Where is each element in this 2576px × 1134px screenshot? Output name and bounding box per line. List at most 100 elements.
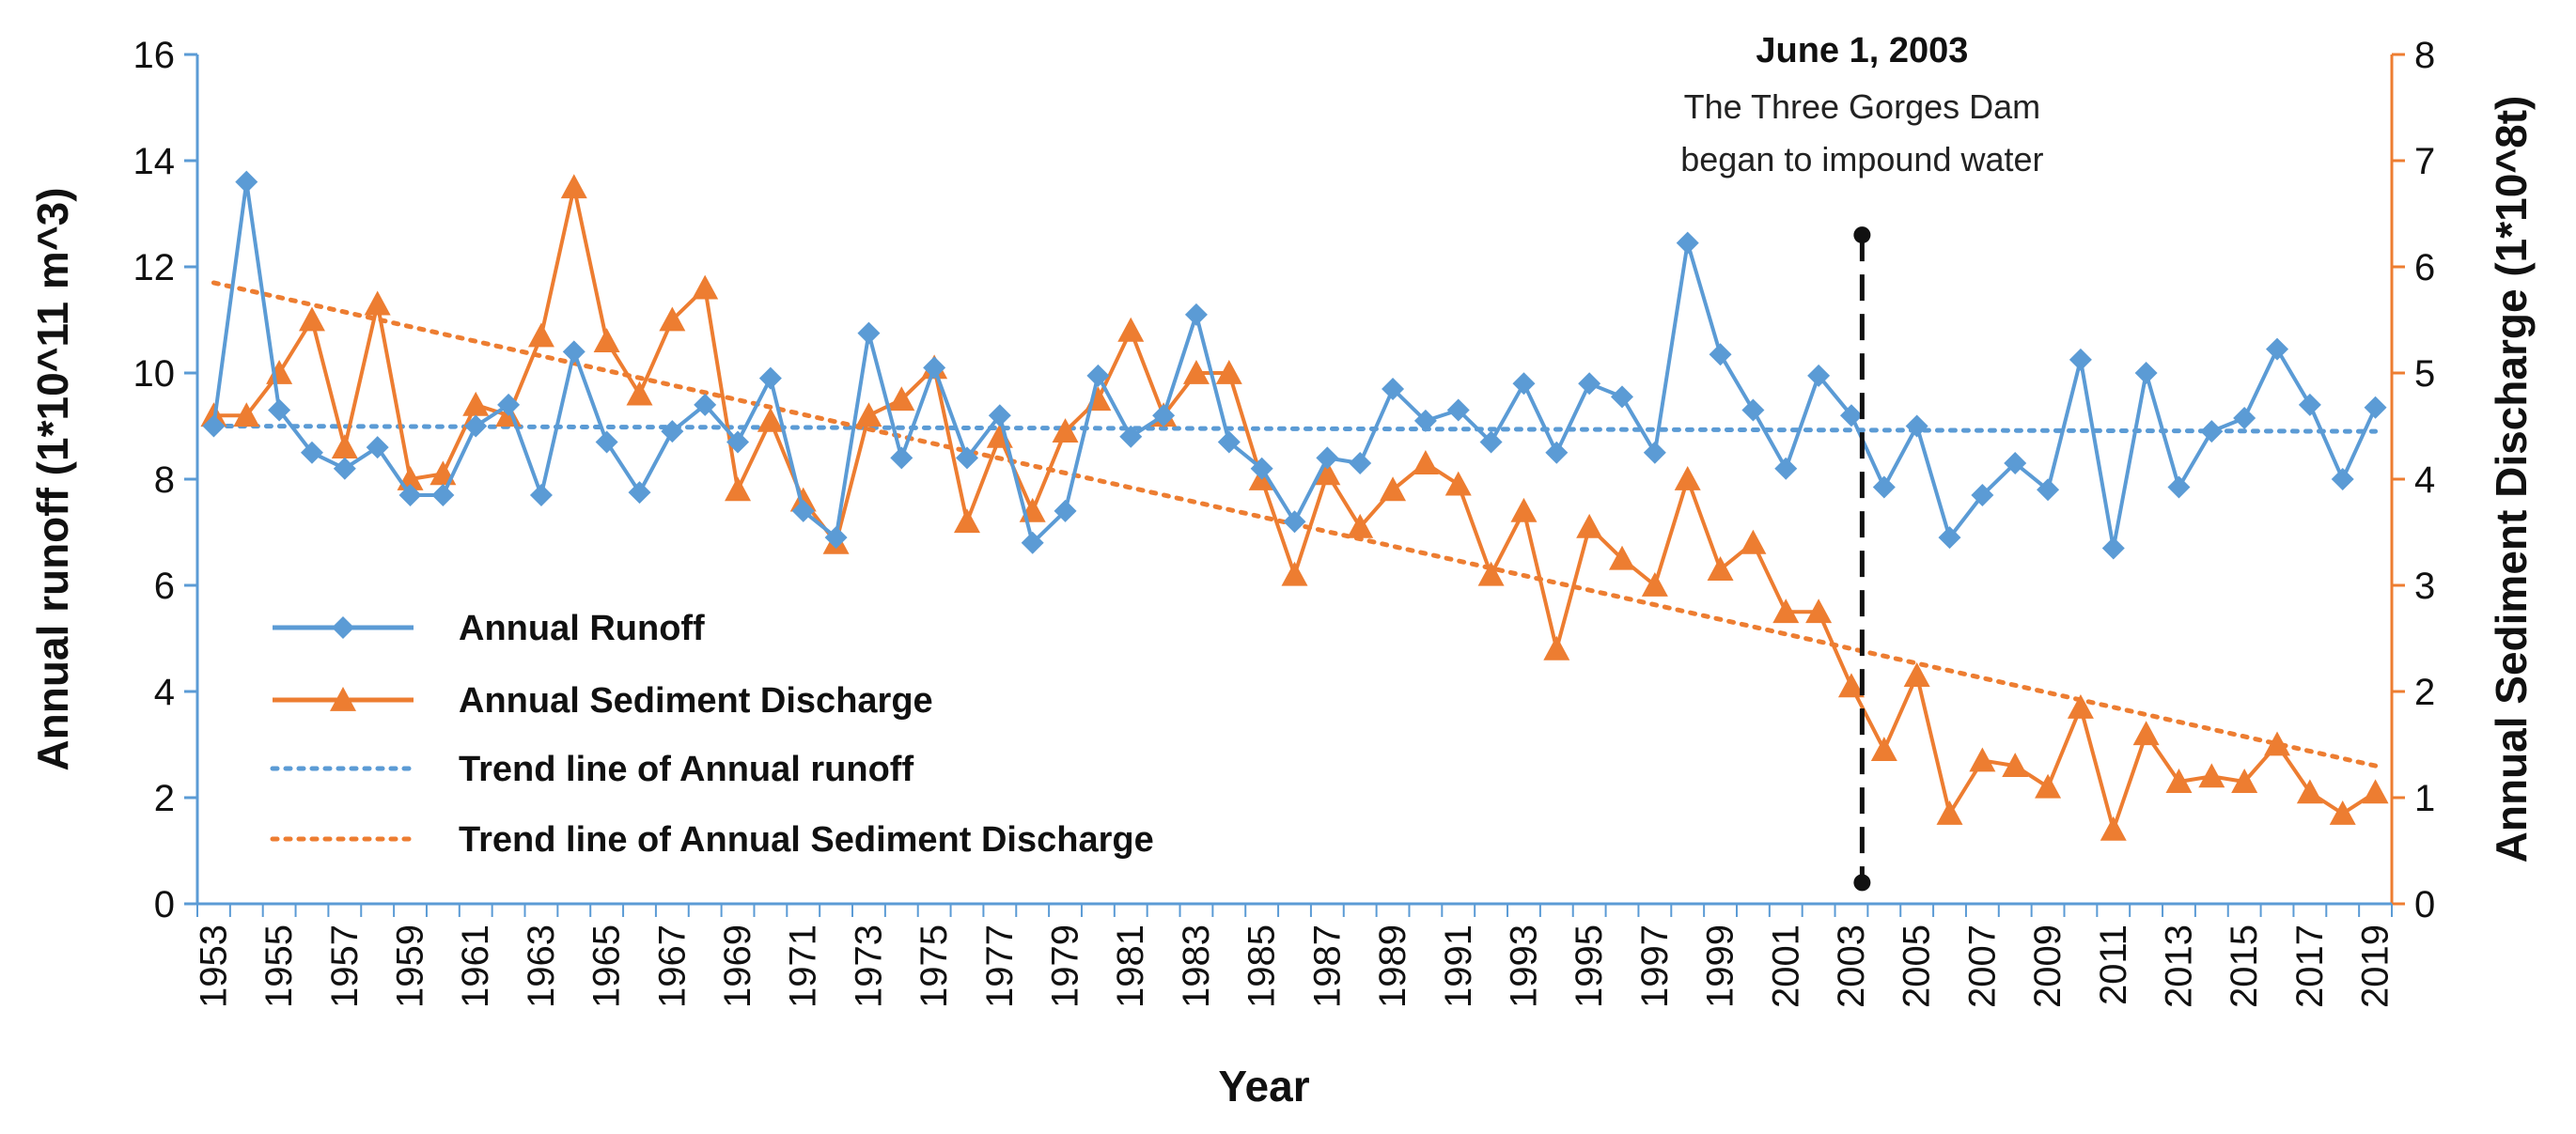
x-tick-label: 1999 [1700, 924, 1741, 1008]
x-tick-label: 1985 [1241, 924, 1283, 1008]
x-tick-label: 1971 [783, 924, 824, 1008]
runoff-point [366, 436, 389, 459]
sediment-point [725, 476, 752, 502]
sediment-point [1347, 513, 1374, 538]
runoff-point [923, 356, 946, 380]
x-tick-label: 1991 [1438, 924, 1479, 1008]
x-tick-label: 2019 [2355, 924, 2396, 1008]
legend-runoff-label: Annual Runoff [459, 609, 705, 648]
runoff-point [1217, 430, 1241, 454]
runoff-point [268, 398, 291, 422]
sediment-point [1609, 545, 1636, 570]
right-y-tick-label: 3 [2414, 566, 2435, 607]
legend-sediment-marker [330, 687, 356, 711]
runoff-point [1676, 231, 1699, 255]
left-y-tick-label: 10 [133, 353, 176, 395]
sediment-point [266, 360, 293, 384]
runoff-point [1413, 409, 1437, 432]
runoff-point [1938, 526, 1961, 550]
x-axis-title: Year [1218, 1062, 1309, 1111]
runoff-point [1611, 385, 1634, 409]
runoff-point [1709, 343, 1732, 366]
sediment-point [1314, 460, 1341, 486]
x-tick-label: 1965 [586, 924, 628, 1008]
legend-runoff-marker [332, 616, 354, 639]
legend-sediment-trend-label: Trend line of Annual Sediment Discharge [459, 820, 1154, 860]
runoff-point [398, 483, 422, 506]
x-tick-label: 1959 [390, 924, 431, 1008]
sediment-point [2002, 753, 2029, 777]
x-tick-label: 2007 [1961, 924, 2003, 1008]
sediment-point [593, 328, 620, 352]
left-y-tick-label: 14 [133, 141, 176, 182]
runoff-point [1349, 452, 1372, 475]
x-tick-label: 1997 [1634, 924, 1676, 1008]
sediment-point [1707, 556, 1734, 581]
sediment-point [1870, 737, 1897, 762]
sediment-point [692, 274, 719, 300]
x-tick-label: 1969 [717, 924, 758, 1008]
runoff-point [857, 321, 881, 345]
runoff-point [1054, 499, 1077, 522]
sediment-point [1674, 466, 1701, 490]
sediment-point [1510, 497, 1538, 522]
runoff-point [2004, 452, 2027, 475]
runoff-point [1446, 398, 1470, 422]
runoff-point [1905, 414, 1928, 438]
x-tick-label: 1953 [193, 924, 234, 1008]
sediment-point [1837, 673, 1865, 698]
sediment-point [331, 434, 358, 458]
sediment-point [626, 381, 653, 406]
sediment-point [1641, 572, 1668, 597]
x-tick-label: 1975 [913, 924, 955, 1008]
x-tick-label: 1983 [1176, 924, 1217, 1008]
runoff-point [2233, 407, 2256, 430]
sediment-point [2329, 800, 2356, 825]
runoff-point [2167, 475, 2191, 499]
runoff-point [694, 393, 717, 416]
runoff-point [1839, 404, 1863, 427]
runoff-point [431, 483, 455, 506]
sediment-point [527, 322, 554, 348]
runoff-point [595, 430, 618, 454]
left-y-tick-label: 2 [154, 778, 175, 819]
right-y-tick-label: 8 [2414, 35, 2435, 76]
sediment-point [1969, 747, 1996, 772]
sediment-point [659, 306, 686, 332]
runoff-point [2364, 396, 2387, 419]
runoff-point [235, 170, 258, 194]
right-y-tick-label: 2 [2414, 672, 2435, 713]
x-tick-label: 1955 [258, 924, 300, 1008]
sediment-point [1117, 317, 1145, 342]
sediment-point [1052, 418, 1079, 443]
x-tick-label: 1977 [979, 924, 1021, 1008]
runoff-point [2101, 536, 2125, 560]
right-y-tick-label: 4 [2414, 459, 2435, 501]
sediment-point [2362, 779, 2389, 804]
runoff-point [955, 446, 978, 470]
runoff-point [1971, 483, 1994, 506]
runoff-point [1512, 372, 1536, 396]
runoff-point [2037, 478, 2060, 502]
x-tick-label: 2005 [1897, 924, 1938, 1008]
sediment-point [1936, 800, 1963, 825]
dam-annotation-line1: The Three Gorges Dam [1684, 87, 2041, 126]
sediment-point [1543, 635, 1570, 660]
runoff-point [2134, 362, 2158, 384]
sediment-point [2132, 721, 2160, 746]
sediment-point [1412, 450, 1439, 474]
runoff-point [1741, 398, 1765, 422]
runoff-point [202, 414, 226, 438]
right-y-tick-label: 5 [2414, 353, 2435, 395]
runoff-point [1807, 364, 1831, 387]
runoff-point [726, 430, 750, 454]
sediment-point [1740, 529, 1767, 554]
right-y-tick-label: 6 [2414, 247, 2435, 288]
sediment-series-line [213, 185, 2377, 831]
legend-runoff-trend-label: Trend line of Annual runoff [459, 750, 913, 789]
sediment-point [1182, 360, 1210, 384]
dam-marker-bottom-dot [1853, 874, 1871, 892]
sediment-point [1444, 471, 1472, 496]
runoff-point [1382, 377, 1405, 400]
x-tick-label: 2003 [1831, 924, 1872, 1008]
